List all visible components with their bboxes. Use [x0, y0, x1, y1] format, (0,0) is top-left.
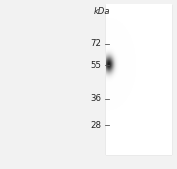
Text: 28: 28: [91, 120, 102, 130]
Text: kDa: kDa: [93, 7, 110, 16]
Text: 36: 36: [91, 94, 102, 103]
Text: 72: 72: [91, 39, 102, 49]
Text: 55: 55: [91, 61, 102, 70]
Bar: [106, 5, 172, 155]
